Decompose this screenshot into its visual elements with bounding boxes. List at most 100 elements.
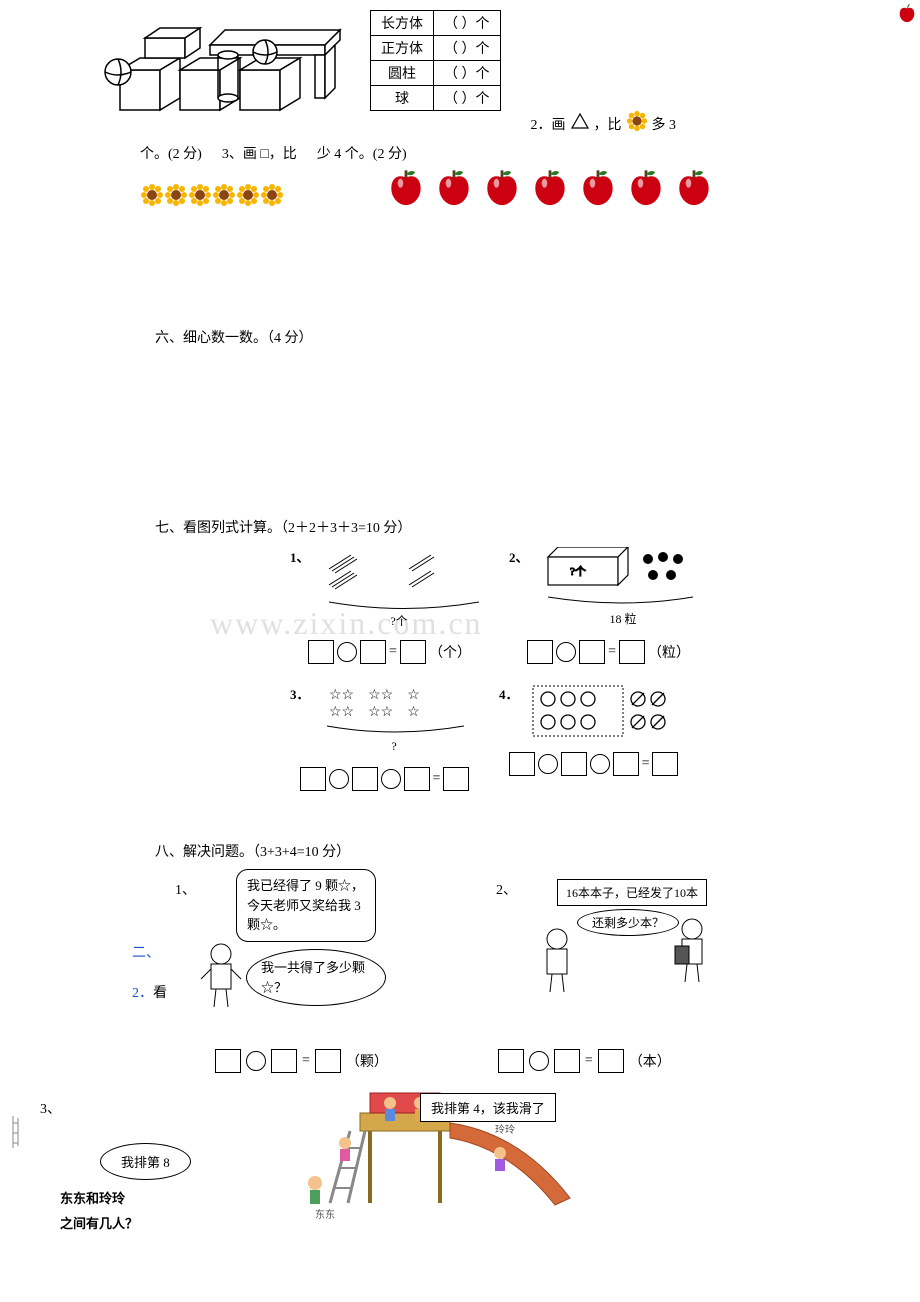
equation-box bbox=[598, 1049, 624, 1073]
equation-box bbox=[404, 767, 430, 791]
equation-box bbox=[360, 640, 386, 664]
speech-oval: 我排第 8 bbox=[100, 1143, 191, 1180]
equation-box bbox=[554, 1049, 580, 1073]
problem-4: 4． bbox=[499, 684, 688, 791]
equation-box bbox=[619, 640, 645, 664]
student-icon bbox=[667, 914, 717, 984]
problem-3: 3． ☆☆ ☆☆ ☆ ☆☆ ☆☆ ☆ ? = bbox=[290, 684, 479, 791]
problem-3-slide: 3、 东东 玲玲 bbox=[20, 1093, 900, 1253]
equation-box bbox=[561, 752, 587, 776]
student-icon bbox=[196, 939, 246, 1009]
apple-icon bbox=[384, 163, 428, 207]
equation-circle bbox=[556, 642, 576, 662]
prob1-label: ?个 bbox=[390, 614, 407, 627]
section-8-heading: 八、解决问题。（3+3+4=10 分） bbox=[20, 841, 900, 861]
oval-speech: 还剩多少本？ bbox=[577, 909, 679, 936]
circles-illustration bbox=[528, 684, 688, 744]
svg-text:东东: 东东 bbox=[315, 1208, 335, 1221]
apple-icon bbox=[576, 163, 620, 207]
question-2-text: 2．画 ，比 多 3 bbox=[531, 110, 677, 137]
equation-box bbox=[443, 767, 469, 791]
shape-count-table: 长方体 （ ）个 正方体 （ ）个 圆柱 （ ）个 球 （ ）个 bbox=[370, 10, 501, 111]
equation-box bbox=[215, 1049, 241, 1073]
equation-box bbox=[352, 767, 378, 791]
margin-text: 二、 bbox=[132, 942, 160, 962]
question-3-line: 个。(2 分) 3、画 □，比 少 4 个。(2 分) bbox=[20, 143, 900, 163]
svg-text:?: ? bbox=[391, 739, 396, 753]
arrows-illustration: ?个 bbox=[319, 547, 489, 632]
sunflower-icon bbox=[626, 110, 648, 137]
equation-line: = （个） bbox=[290, 640, 489, 664]
sunflower-row bbox=[20, 183, 284, 207]
svg-text:☆☆ ☆☆ ☆: ☆☆ ☆☆ ☆ bbox=[329, 688, 420, 703]
equation-box bbox=[579, 640, 605, 664]
equation-circle bbox=[329, 769, 349, 789]
problem-2: 2、 ?个 18 粒 bbox=[509, 547, 708, 664]
equation-box bbox=[509, 752, 535, 776]
apple-icon bbox=[528, 163, 572, 207]
box-dots-illustration: ?个 18 粒 bbox=[538, 547, 708, 632]
sunflower-icon bbox=[164, 183, 188, 207]
svg-text:18 粒: 18 粒 bbox=[610, 611, 637, 626]
equation-circle bbox=[590, 754, 610, 774]
equation-box bbox=[527, 640, 553, 664]
equation-box bbox=[271, 1049, 297, 1073]
section-7-heading: 七、看图列式计算。（2＋2＋3＋3=10 分） bbox=[20, 517, 900, 537]
equation-box bbox=[400, 640, 426, 664]
sunflower-icon bbox=[188, 183, 212, 207]
triangle-icon bbox=[570, 112, 590, 135]
equation-box bbox=[613, 752, 639, 776]
speech-rect: 我排第 4，该我滑了 bbox=[420, 1093, 556, 1122]
problem-number: 3、 bbox=[40, 1098, 61, 1118]
table-cell-blank: （ ）个 bbox=[434, 11, 501, 36]
equation-answer-1: = （颗） bbox=[20, 1049, 388, 1073]
table-cell-label: 球 bbox=[371, 86, 434, 111]
table-cell-blank: （ ）个 bbox=[434, 61, 501, 86]
equation-circle bbox=[381, 769, 401, 789]
student-icon bbox=[532, 924, 582, 994]
svg-text:☆☆ ☆☆ ☆: ☆☆ ☆☆ ☆ bbox=[329, 705, 420, 720]
icons-row bbox=[20, 163, 900, 207]
apple-corner-icon bbox=[896, 2, 918, 24]
apple-icon bbox=[624, 163, 668, 207]
speech-bubble: 我一共得了多少颗☆？ bbox=[246, 949, 386, 1006]
sunflower-icon bbox=[260, 183, 284, 207]
apple-icon bbox=[672, 163, 716, 207]
equation-circle bbox=[246, 1051, 266, 1071]
apple-icon bbox=[432, 163, 476, 207]
equation-circle bbox=[529, 1051, 549, 1071]
margin-text: 2．看 bbox=[132, 982, 167, 1002]
equation-box bbox=[315, 1049, 341, 1073]
table-cell-blank: （ ）个 bbox=[434, 36, 501, 61]
word-problem-row-1: 1、 我已经得了 9 颗☆，今天老师又奖给我 3 颗☆。 我一共得了多少颗☆？ … bbox=[20, 869, 900, 899]
equation-circle bbox=[337, 642, 357, 662]
equation-box bbox=[498, 1049, 524, 1073]
problem-number: 2、 bbox=[496, 879, 517, 899]
speech-bubble: 我已经得了 9 颗☆，今天老师又奖给我 3 颗☆。 bbox=[236, 869, 376, 942]
stars-illustration: ☆☆ ☆☆ ☆ ☆☆ ☆☆ ☆ ? bbox=[319, 684, 479, 759]
problem-number: 1、 bbox=[175, 879, 196, 899]
apple-icon bbox=[480, 163, 524, 207]
apple-row bbox=[384, 163, 716, 207]
table-cell-blank: （ ）个 bbox=[434, 86, 501, 111]
sketch-fragment bbox=[10, 1113, 30, 1153]
svg-text:?个: ?个 bbox=[570, 565, 586, 578]
equation-box bbox=[308, 640, 334, 664]
section-6-heading: 六、细心数一数。（4 分） bbox=[20, 327, 900, 347]
equation-line: = （粒） bbox=[509, 640, 708, 664]
question-text: 东东和玲玲 bbox=[60, 1188, 125, 1207]
question-text: 之间有几人？ bbox=[60, 1213, 138, 1232]
equation-answer-2: = （本） bbox=[468, 1049, 671, 1073]
equation-circle bbox=[538, 754, 558, 774]
equation-line: = bbox=[499, 752, 688, 776]
svg-text:玲玲: 玲玲 bbox=[495, 1124, 515, 1136]
problem-1: 1、 bbox=[290, 547, 489, 664]
rect-speech: 16本本子，已经发了10本 bbox=[557, 879, 707, 906]
sunflower-icon bbox=[236, 183, 260, 207]
equation-box bbox=[300, 767, 326, 791]
table-cell-label: 正方体 bbox=[371, 36, 434, 61]
equation-box bbox=[652, 752, 678, 776]
table-cell-label: 长方体 bbox=[371, 11, 434, 36]
equation-line: = bbox=[290, 767, 479, 791]
table-cell-label: 圆柱 bbox=[371, 61, 434, 86]
